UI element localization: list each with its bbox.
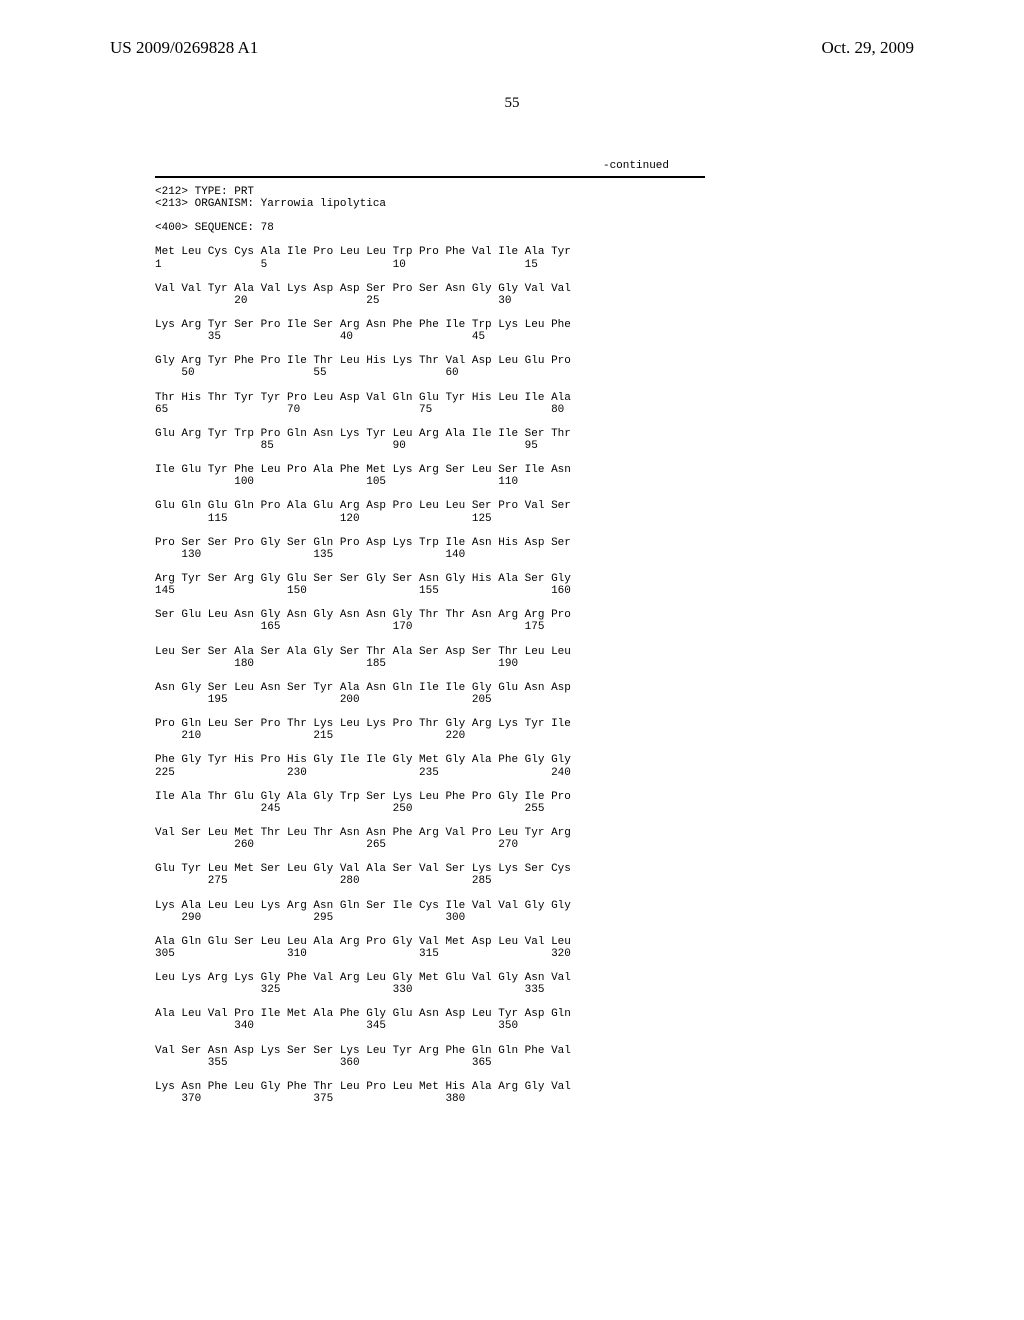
continued-label: -continued — [603, 160, 669, 172]
publication-number: US 2009/0269828 A1 — [110, 38, 258, 58]
horizontal-rule — [155, 176, 705, 178]
publication-date: Oct. 29, 2009 — [821, 38, 914, 58]
page-number: 55 — [0, 95, 1024, 112]
sequence-listing: <212> TYPE: PRT <213> ORGANISM: Yarrowia… — [155, 186, 715, 1105]
